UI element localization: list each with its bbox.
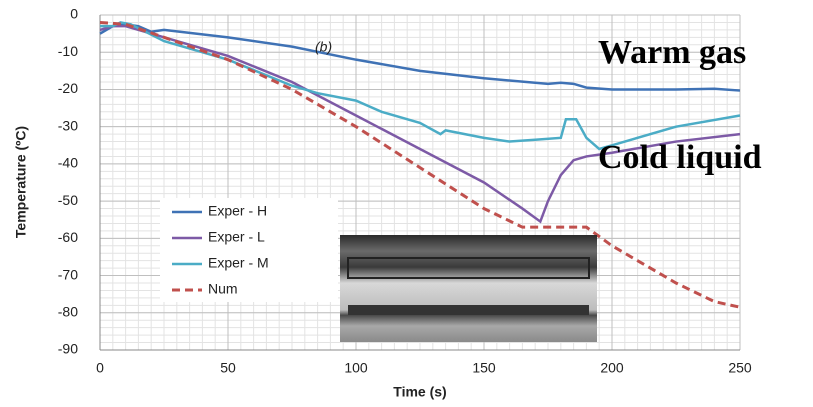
x-tick-label: 200 [600,360,624,376]
legend-label: Num [208,281,238,297]
x-tick-label: 100 [344,360,368,376]
annotation: Cold liquid [598,139,762,176]
y-tick-label: -30 [58,117,78,133]
y-tick-label: -60 [58,229,78,245]
series-line [100,21,741,151]
y-tick-label: -20 [58,80,78,96]
x-tick-label: 150 [472,360,496,376]
y-tick-label: -80 [58,303,78,319]
legend-label: Exper - M [208,255,269,271]
y-tick-label: -40 [58,155,78,171]
y-tick-label: -50 [58,192,78,208]
y-tick-label: -70 [58,266,78,282]
x-tick-label: 50 [220,360,236,376]
annotation: (b) [315,39,332,55]
annotation: Warm gas [598,34,746,71]
inset-photo [340,235,597,342]
series-line [99,20,741,309]
x-tick-label: 0 [96,360,104,376]
y-tick-label: -90 [58,341,78,357]
legend-label: Exper - L [208,229,265,245]
x-tick-label: 250 [728,360,752,376]
y-axis-label: Temperature (ºC) [13,126,29,238]
y-tick-label: -10 [58,43,78,59]
legend-box [160,198,338,302]
legend-label: Exper - H [208,203,267,219]
x-axis-label: Time (s) [393,384,446,400]
series-line [99,23,741,92]
y-tick-label: 0 [70,6,78,22]
